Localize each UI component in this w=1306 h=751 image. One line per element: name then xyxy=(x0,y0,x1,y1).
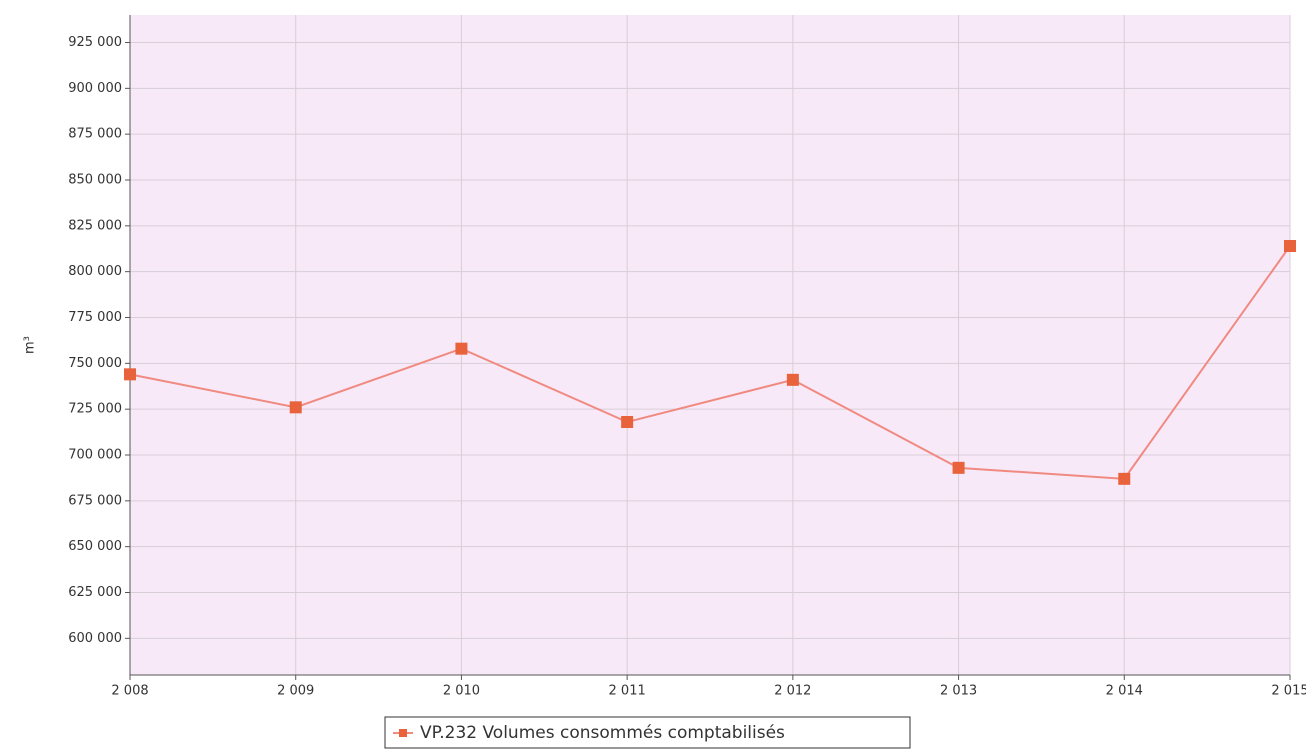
series-line xyxy=(129,245,1291,480)
point-marker xyxy=(289,401,302,414)
x-tick-label: 2 013 xyxy=(940,684,977,699)
legend xyxy=(384,716,911,749)
x-tick-label: 2 009 xyxy=(277,684,314,699)
y-tick-label: 625 000 xyxy=(68,585,122,600)
point-marker xyxy=(124,368,136,381)
y-tick-label: 800 000 xyxy=(68,264,122,279)
point-marker xyxy=(952,461,965,474)
x-tick-label: 2 012 xyxy=(774,684,811,699)
x-tick-label: 2 015 xyxy=(1271,684,1306,699)
x-tick-label: 2 010 xyxy=(443,684,480,699)
y-tick-label: 650 000 xyxy=(68,539,122,554)
y-tick-label: 775 000 xyxy=(68,310,122,325)
legend-marker xyxy=(399,729,407,737)
y-tick-label: 700 000 xyxy=(68,448,122,463)
point-marker xyxy=(786,373,799,386)
point-marker xyxy=(1284,240,1296,252)
y-tick-label: 600 000 xyxy=(68,631,122,646)
y-tick-label: 850 000 xyxy=(68,173,122,188)
y-axis-label: m³ xyxy=(23,336,38,354)
y-tick-label: 725 000 xyxy=(68,402,122,417)
y-tick-label: 925 000 xyxy=(68,35,122,50)
x-tick-label: 2 011 xyxy=(609,684,646,699)
point-marker xyxy=(1118,472,1131,485)
plot-area xyxy=(130,15,1290,675)
point-marker xyxy=(621,416,634,428)
y-tick-label: 875 000 xyxy=(68,127,122,142)
y-tick-label: 825 000 xyxy=(68,218,122,233)
legend-label: VP.232 Volumes consommés comptabilisés xyxy=(420,723,785,743)
y-tick-label: 675 000 xyxy=(68,493,122,508)
y-tick-label: 900 000 xyxy=(68,81,122,96)
point-marker xyxy=(455,342,468,355)
x-tick-label: 2 008 xyxy=(111,684,148,699)
y-tick-label: 750 000 xyxy=(68,356,122,371)
x-tick-label: 2 014 xyxy=(1106,684,1143,699)
